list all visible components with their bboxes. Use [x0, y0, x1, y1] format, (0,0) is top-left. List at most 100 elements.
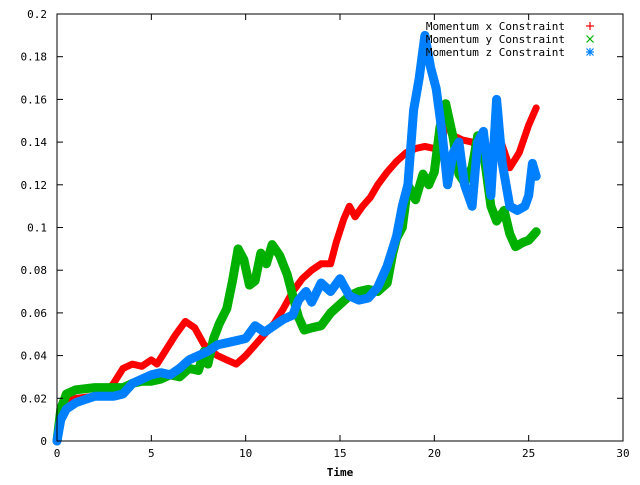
- data-point: [429, 65, 433, 69]
- data-point: [187, 366, 191, 370]
- data-point: [197, 369, 200, 372]
- data-point: [281, 307, 285, 311]
- data-point: [193, 326, 197, 330]
- data-point: [423, 33, 427, 37]
- y-tick-label: 0.14: [21, 136, 48, 149]
- data-point: [463, 183, 466, 187]
- x-tick-label: 20: [428, 447, 441, 460]
- data-point: [164, 347, 168, 351]
- data-point: [281, 317, 285, 321]
- data-point: [347, 204, 351, 208]
- data-point: [521, 240, 525, 244]
- data-point: [489, 204, 493, 208]
- y-tick-label: 0.18: [21, 51, 48, 64]
- data-point: [517, 151, 521, 155]
- x-axis-title: Time: [327, 466, 354, 479]
- data-point: [264, 262, 268, 266]
- data-point: [74, 388, 78, 392]
- legend-marker-cross: [586, 35, 594, 43]
- data-point: [440, 129, 444, 133]
- data-point: [508, 232, 512, 236]
- data-point: [291, 294, 295, 298]
- data-point: [353, 215, 357, 219]
- data-point: [357, 290, 361, 293]
- data-point: [481, 129, 485, 133]
- data-point: [140, 364, 144, 368]
- data-point: [215, 343, 219, 347]
- data-point: [319, 262, 323, 266]
- data-point: [206, 362, 210, 366]
- data-point: [168, 373, 172, 377]
- data-point: [527, 123, 531, 127]
- data-point: [93, 386, 97, 390]
- data-point: [270, 243, 274, 247]
- data-point: [500, 161, 504, 165]
- legend-marker-star: [586, 48, 594, 56]
- data-point: [470, 204, 474, 208]
- data-point: [423, 144, 427, 148]
- data-point: [197, 354, 200, 358]
- data-point: [64, 407, 68, 411]
- data-point: [338, 302, 342, 306]
- data-point: [451, 136, 455, 140]
- data-point: [149, 373, 153, 377]
- data-point: [395, 234, 399, 238]
- data-point: [149, 358, 153, 362]
- data-point: [319, 324, 323, 328]
- data-point: [217, 322, 221, 326]
- data-point: [310, 268, 314, 272]
- data-point: [74, 401, 78, 405]
- data-point: [202, 343, 206, 347]
- data-point: [212, 337, 216, 340]
- data-point: [272, 324, 276, 328]
- data-point: [253, 279, 257, 283]
- data-point: [131, 362, 134, 366]
- x-tick-label: 5: [148, 447, 155, 460]
- data-point: [534, 174, 538, 178]
- data-point: [304, 290, 308, 293]
- data-point: [329, 311, 333, 315]
- x-tick-label: 10: [239, 447, 252, 460]
- data-point: [502, 208, 506, 212]
- data-point: [495, 97, 499, 101]
- x-tick-label: 15: [333, 447, 346, 460]
- data-point: [417, 76, 421, 80]
- data-point: [527, 238, 531, 242]
- data-point: [412, 108, 416, 112]
- data-point: [183, 319, 187, 323]
- data-point: [366, 287, 370, 291]
- data-point: [244, 337, 248, 340]
- data-point: [174, 332, 178, 336]
- data-point: [310, 326, 314, 330]
- legend-label: Momentum z Constraint: [426, 46, 565, 59]
- data-point: [291, 313, 295, 317]
- data-point: [329, 262, 333, 266]
- data-point: [444, 102, 448, 106]
- data-point: [59, 418, 63, 422]
- data-point: [302, 328, 306, 332]
- data-point: [225, 307, 229, 311]
- y-tick-label: 0.04: [21, 350, 48, 363]
- data-point: [225, 358, 229, 362]
- data-point: [225, 341, 229, 345]
- data-point: [242, 258, 246, 261]
- data-point: [234, 362, 238, 366]
- data-point: [297, 298, 300, 302]
- data-point: [432, 170, 436, 174]
- data-point: [427, 183, 431, 187]
- x-tick-label: 25: [522, 447, 535, 460]
- data-point: [495, 219, 499, 223]
- x-tick-label: 30: [616, 447, 629, 460]
- data-point: [347, 294, 351, 298]
- data-point: [366, 296, 370, 300]
- data-point: [414, 198, 417, 202]
- data-point: [297, 315, 300, 319]
- data-point: [361, 204, 365, 208]
- data-point: [342, 217, 346, 221]
- legend-marker-plus: [586, 22, 594, 30]
- data-point: [376, 183, 380, 187]
- legend-label: Momentum y Constraint: [426, 33, 565, 46]
- data-point: [395, 159, 399, 163]
